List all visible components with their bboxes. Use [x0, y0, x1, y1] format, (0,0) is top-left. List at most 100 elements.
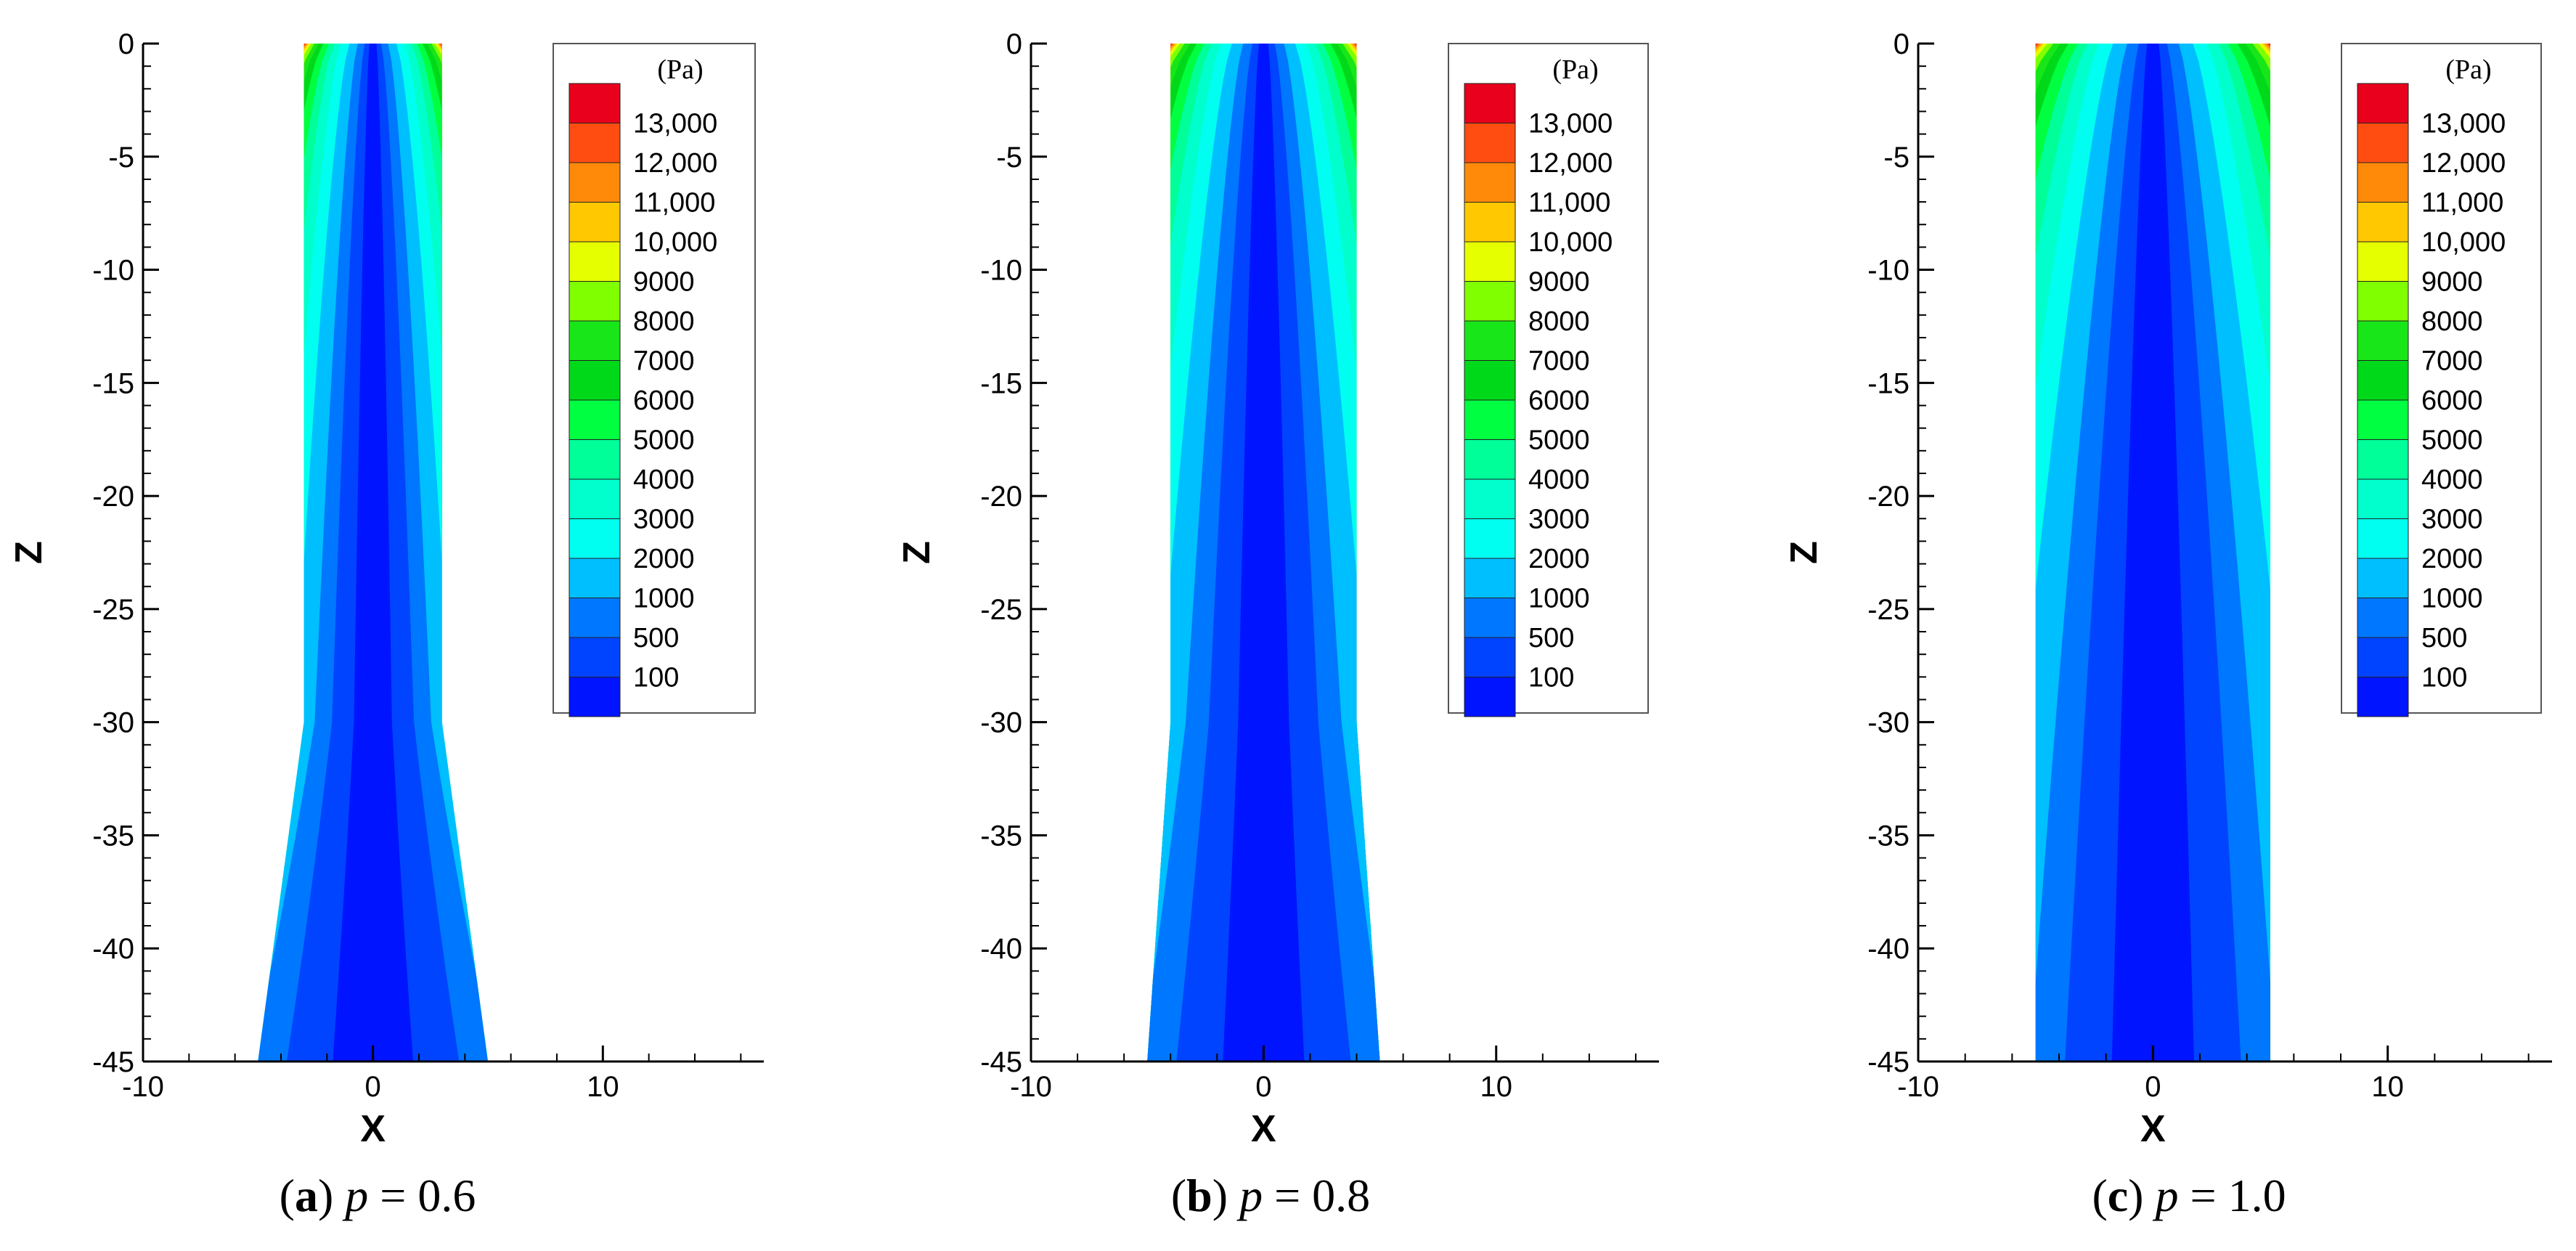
x-axis-title: X [1251, 1108, 1276, 1150]
legend-swatch [568, 281, 621, 322]
legend-swatch [2357, 558, 2409, 598]
panel-caption: (a) p = 0.6 [280, 1170, 476, 1221]
legend-level-label: 5000 [633, 425, 695, 456]
legend-level-label: 500 [1528, 623, 1574, 653]
legend-level-label: 4000 [1528, 465, 1590, 495]
legend: (Pa) 13,000 12,000 11,000 10,000 9000 8000 7000… [1448, 43, 1649, 717]
legend-level-label: 12,000 [633, 148, 717, 179]
legend-swatch [568, 677, 621, 717]
legend-level-label: 1000 [1528, 584, 1590, 614]
legend-swatch [1464, 598, 1516, 638]
caption-value: = 1.0 [2190, 1170, 2286, 1221]
y-axis-title: Z [1783, 541, 1825, 564]
legend-level-label: 10,000 [2421, 227, 2506, 258]
y-tick-label: -40 [980, 933, 1022, 965]
legend-level-label: 8000 [1528, 306, 1590, 337]
y-tick-label: 0 [1894, 28, 1909, 60]
legend-level-label: 1000 [2421, 584, 2483, 614]
y-tick-label: -25 [92, 594, 134, 626]
legend-swatch [568, 320, 621, 361]
y-tick-label: -5 [1883, 142, 1909, 174]
legend-swatch [2357, 123, 2409, 163]
legend-swatch [2357, 677, 2409, 717]
legend-swatch [568, 83, 621, 123]
y-tick-label: -15 [92, 367, 134, 399]
legend-level-label: 9000 [2421, 267, 2483, 298]
caption-letter: b [1186, 1170, 1212, 1221]
legend-level-label: 9000 [1528, 267, 1590, 298]
legend-unit: (Pa) [2445, 54, 2491, 85]
legend-swatch [1464, 518, 1516, 559]
panel-caption: (c) p = 1.0 [2092, 1170, 2286, 1221]
legend-swatch [1464, 241, 1516, 282]
y-tick-label: 0 [118, 28, 134, 60]
y-tick-label: -15 [980, 367, 1022, 399]
legend-swatch [1464, 637, 1516, 677]
legend-swatch [568, 598, 621, 638]
y-tick-label: -35 [980, 820, 1022, 852]
legend-level-label: 3000 [633, 505, 695, 535]
y-tick-label: -20 [92, 481, 134, 513]
legend-level-label: 10,000 [1528, 227, 1613, 258]
x-tick-label: 10 [587, 1071, 619, 1103]
panel-caption: (b) p = 0.8 [1171, 1170, 1370, 1221]
legend-swatch [2357, 241, 2409, 282]
legend-level-label: 6000 [633, 386, 695, 416]
legend-level-label: 8000 [633, 306, 695, 337]
legend-swatch [1464, 83, 1516, 123]
legend: (Pa) 13,000 12,000 11,000 10,000 9000 8000 7000… [2341, 43, 2542, 717]
legend-swatch [2357, 598, 2409, 638]
legend-level-label: 7000 [2421, 346, 2483, 377]
legend-level-label: 500 [2421, 623, 2467, 653]
y-tick-label: -45 [980, 1046, 1022, 1078]
legend-unit: (Pa) [657, 54, 703, 85]
legend-swatch [1464, 281, 1516, 322]
legend-swatch [2357, 399, 2409, 440]
legend-level-label: 4000 [2421, 465, 2483, 495]
y-tick-label: -20 [1867, 481, 1909, 513]
y-tick-label: -5 [108, 142, 134, 174]
legend-level-label: 13,000 [633, 109, 717, 139]
legend-level-label: 9000 [633, 267, 695, 298]
pressure-field [1147, 44, 1380, 1061]
legend-swatch [1464, 320, 1516, 361]
legend-level-label: 6000 [1528, 386, 1590, 416]
contour-band [2111, 44, 2194, 1061]
y-tick-label: -35 [1867, 820, 1909, 852]
y-tick-label: -40 [1867, 933, 1909, 965]
legend-swatch [568, 162, 621, 203]
legend-level-label: 2000 [1528, 544, 1590, 574]
caption-letter: a [295, 1170, 318, 1221]
legend-swatch [2357, 360, 2409, 401]
legend-swatch [2357, 281, 2409, 322]
y-tick-label: -25 [1867, 594, 1909, 626]
legend-level-label: 2000 [2421, 544, 2483, 574]
legend-swatch [2357, 637, 2409, 677]
caption-letter: c [2108, 1170, 2128, 1221]
legend-swatch [2357, 439, 2409, 480]
legend-level-label: 7000 [633, 346, 695, 377]
x-axis-title: X [360, 1108, 386, 1150]
legend-level-label: 11,000 [633, 188, 715, 219]
legend-level-label: 8000 [2421, 306, 2483, 337]
legend-swatch [568, 518, 621, 559]
legend-level-label: 12,000 [2421, 148, 2506, 179]
legend-swatch [568, 399, 621, 440]
legend-swatch [1464, 162, 1516, 203]
panel-a: 0-5-10-15-20-25-30-35-40-45-10 0 10XZ(Pa)1… [8, 28, 764, 1221]
y-tick-label: -10 [1867, 255, 1909, 287]
legend-level-label: 7000 [1528, 346, 1590, 377]
x-tick-label: -10 [122, 1071, 164, 1103]
y-tick-label: 0 [1006, 28, 1022, 60]
y-tick-label: -25 [980, 594, 1022, 626]
legend-swatch [2357, 202, 2409, 243]
legend-swatch [2357, 478, 2409, 519]
y-tick-label: -10 [980, 255, 1022, 287]
y-tick-label: -40 [92, 933, 134, 965]
y-tick-label: -30 [1867, 707, 1909, 739]
legend-swatch [568, 439, 621, 480]
legend-swatch [568, 123, 621, 163]
legend: (Pa) 13,000 12,000 11,000 10,000 9000 8000 7000… [553, 43, 756, 717]
